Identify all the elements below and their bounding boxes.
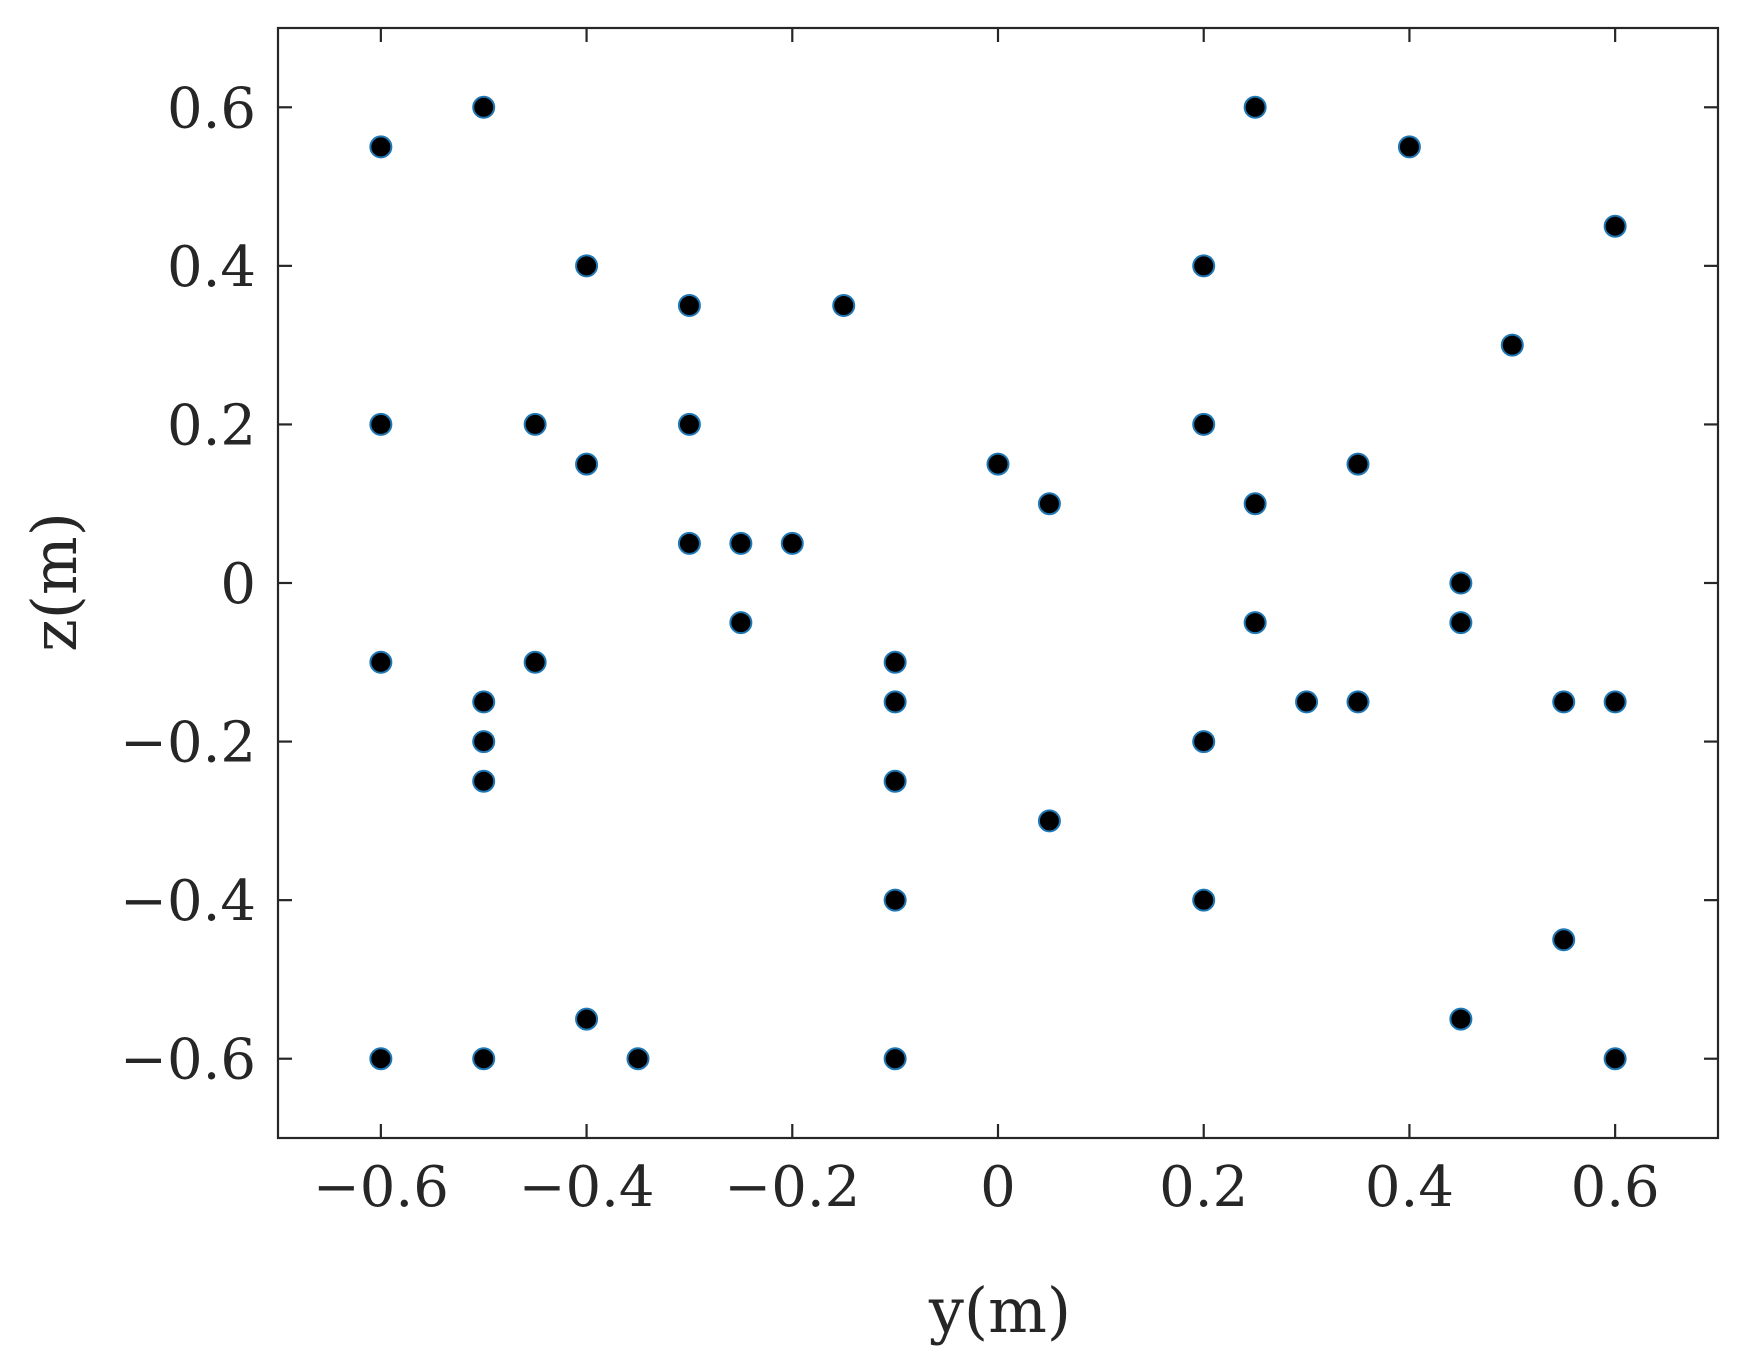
x-axis-label: y(m) xyxy=(928,1274,1071,1347)
y-tick-label: −0.6 xyxy=(120,1028,256,1093)
axes-frame xyxy=(276,26,1720,1140)
data-point xyxy=(472,690,496,714)
data-point xyxy=(883,1047,907,1071)
data-point xyxy=(626,1047,650,1071)
data-point xyxy=(472,95,496,119)
x-tick-label: −0.2 xyxy=(724,1155,860,1220)
data-point xyxy=(1449,611,1473,635)
x-tick-label: 0.4 xyxy=(1365,1155,1454,1220)
data-point xyxy=(1500,333,1524,357)
data-point xyxy=(677,531,701,555)
data-point xyxy=(986,452,1010,476)
data-point xyxy=(1192,412,1216,436)
y-tick-label: −0.2 xyxy=(120,711,256,776)
data-point xyxy=(1243,611,1267,635)
data-point xyxy=(780,531,804,555)
data-point xyxy=(1346,452,1370,476)
data-point xyxy=(575,452,599,476)
data-point xyxy=(1552,928,1576,952)
data-point xyxy=(883,650,907,674)
y-tick-label: 0.2 xyxy=(167,393,256,458)
axis-ticks: −0.6 −0.4 −0.2 0 0.2 0.4 0.6 −0.6 −0.4 −0.2 0 0.2 0.… xyxy=(120,28,1718,1220)
data-point xyxy=(1603,690,1627,714)
y-tick-label: 0.4 xyxy=(167,235,256,300)
data-point xyxy=(369,1047,393,1071)
x-tick-label: 0.6 xyxy=(1571,1155,1660,1220)
data-point xyxy=(1037,809,1061,833)
data-point xyxy=(369,650,393,674)
data-point xyxy=(575,254,599,278)
data-point xyxy=(472,730,496,754)
data-markers xyxy=(369,95,1627,1071)
x-tick-label: 0 xyxy=(980,1155,1016,1220)
x-tick-label: −0.6 xyxy=(313,1155,449,1220)
data-point xyxy=(1449,571,1473,595)
data-point xyxy=(1192,254,1216,278)
data-point xyxy=(1603,214,1627,238)
data-point xyxy=(1295,690,1319,714)
data-point xyxy=(883,690,907,714)
data-point xyxy=(1397,135,1421,159)
y-tick-label: 0 xyxy=(220,552,256,617)
data-point xyxy=(1449,1007,1473,1031)
data-point xyxy=(575,1007,599,1031)
data-point xyxy=(523,650,547,674)
data-point xyxy=(677,294,701,317)
y-axis-label: z(m) xyxy=(18,512,91,652)
data-point xyxy=(1037,492,1061,516)
data-point xyxy=(472,1047,496,1071)
data-point xyxy=(369,412,393,436)
data-point xyxy=(1243,95,1267,119)
plot-area xyxy=(276,26,1720,1140)
data-point xyxy=(369,135,393,159)
data-point xyxy=(1552,690,1576,714)
data-point xyxy=(1192,730,1216,754)
x-tick-label: −0.4 xyxy=(519,1155,655,1220)
data-point xyxy=(883,769,907,793)
data-point xyxy=(729,531,753,555)
data-point xyxy=(832,294,856,317)
data-point xyxy=(1603,1047,1627,1071)
data-point xyxy=(523,412,547,436)
data-point xyxy=(729,611,753,635)
data-point xyxy=(1346,690,1370,714)
y-tick-label: −0.4 xyxy=(120,869,256,934)
y-tick-label: 0.6 xyxy=(167,76,256,141)
x-tick-label: 0.2 xyxy=(1159,1155,1248,1220)
data-point xyxy=(677,412,701,436)
data-point xyxy=(1243,492,1267,516)
data-point xyxy=(1192,888,1216,912)
data-point xyxy=(883,888,907,912)
data-point xyxy=(472,769,496,793)
